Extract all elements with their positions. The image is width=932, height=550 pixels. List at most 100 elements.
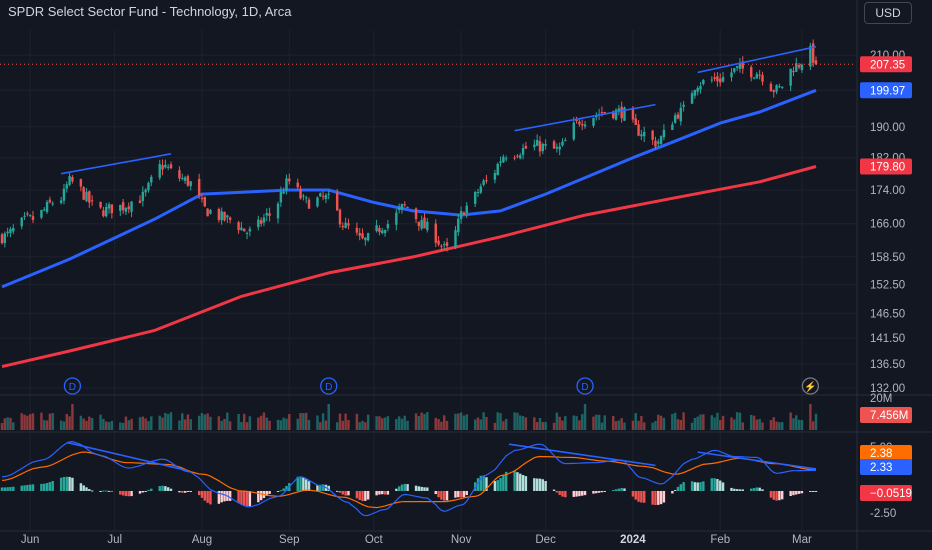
macd-histogram-bar — [769, 490, 773, 498]
volume-bar — [673, 412, 677, 430]
candle-body — [538, 141, 542, 152]
candle-body — [200, 197, 204, 200]
volume-bar — [504, 419, 508, 430]
macd-histogram-bar — [502, 474, 505, 491]
volume-bar — [702, 414, 705, 430]
candle-body — [158, 164, 161, 178]
earnings-flash-marker[interactable]: ⚡ — [801, 377, 820, 395]
macd-histogram-bar — [299, 476, 302, 491]
price-tag-bg — [860, 407, 912, 423]
macd-histogram-bar — [445, 490, 449, 501]
macd-histogram-bar — [789, 490, 792, 497]
volume-bar — [226, 412, 229, 430]
macd-histogram-bar — [3, 487, 7, 491]
volume-bar — [347, 419, 350, 430]
candle-body — [395, 212, 398, 225]
volume-bar — [634, 413, 637, 430]
candle-body — [245, 232, 249, 234]
price-trendline[interactable] — [697, 45, 817, 74]
volume-bar — [51, 413, 54, 430]
trendlines[interactable] — [61, 45, 817, 175]
macd-trendline[interactable] — [508, 443, 656, 467]
dividend-marker[interactable]: D — [63, 377, 82, 395]
volume-bar — [769, 419, 773, 430]
macd-histogram-bar — [671, 490, 674, 494]
volume-bar — [738, 412, 742, 430]
volume-bar — [614, 421, 618, 430]
macd-histogram-bar — [240, 490, 243, 505]
macd-histogram-bar — [426, 487, 429, 491]
macd-histogram-bar — [248, 490, 252, 507]
macd-histogram-bar — [341, 490, 345, 495]
candle-body — [454, 230, 457, 248]
dividend-marker[interactable]: D — [320, 377, 338, 395]
price-trendline[interactable] — [61, 153, 172, 175]
volume-bar — [710, 415, 714, 430]
currency-button[interactable]: USD — [864, 2, 912, 24]
candle-body — [423, 217, 426, 229]
price-tick-label: 136.50 — [870, 359, 905, 371]
macd-histogram-bar — [48, 482, 52, 491]
macd-histogram-bar — [358, 490, 361, 501]
candle-body — [144, 189, 147, 193]
candle-body — [48, 199, 52, 203]
macd-histogram-bar — [395, 488, 398, 491]
macd-histogram-bar — [217, 490, 221, 504]
event-marker-label: D — [325, 382, 332, 393]
macd-histogram-bar — [702, 481, 705, 491]
candle-body — [400, 203, 404, 210]
candle-body — [304, 197, 308, 199]
macd-histogram-bar — [454, 490, 457, 498]
macd-trendline[interactable] — [697, 451, 817, 470]
event-marker-label: D — [69, 382, 76, 393]
macd-histogram-bar — [183, 490, 187, 493]
price-tag-bg — [860, 445, 912, 461]
candle-body — [809, 45, 812, 67]
event-marker-circle — [801, 377, 820, 395]
volume-bar — [237, 413, 240, 430]
macd-histogram-bar — [355, 490, 359, 499]
volume-bars — [0, 404, 818, 430]
candle-body — [127, 206, 130, 210]
dividend-marker[interactable]: D — [576, 377, 594, 395]
volume-bar — [426, 412, 429, 430]
candle-body — [321, 196, 325, 198]
volume-bar — [462, 415, 466, 430]
candle-body — [544, 143, 547, 146]
macd-histogram-bar — [316, 484, 319, 491]
candle-body — [679, 107, 683, 122]
price-axis[interactable]: 210.00190.00182.00174.00166.00158.50152.… — [860, 50, 912, 520]
volume-bar — [485, 417, 488, 430]
volume-bar — [524, 417, 528, 430]
time-axis[interactable]: Jun Jul Aug Sep Oct Nov Dec 2024 Feb Mar — [21, 534, 812, 546]
price-tick-label: 146.50 — [870, 308, 905, 320]
macd-histogram-bar — [499, 478, 502, 491]
event-markers[interactable]: D D D ⚡ — [63, 377, 820, 395]
volume-bar — [316, 415, 319, 430]
macd-histogram-bar — [209, 490, 212, 505]
candle-body — [226, 215, 229, 218]
candle-body — [476, 191, 480, 193]
macd-trendline[interactable] — [66, 441, 189, 472]
candle-body — [0, 234, 4, 244]
macd-histogram-bar — [730, 487, 733, 491]
price-trendline[interactable] — [514, 103, 656, 132]
candle-body — [434, 223, 437, 243]
volume-bar — [217, 416, 221, 430]
macd-histogram-bar — [575, 490, 578, 497]
candle-body — [79, 179, 83, 187]
macd-histogram-bar — [513, 470, 516, 491]
volume-bar — [696, 416, 699, 430]
candle-body — [183, 177, 187, 181]
macd-histogram-bar — [9, 487, 12, 491]
candle-body — [203, 196, 207, 207]
volume-bar — [693, 417, 697, 430]
candle-body — [316, 197, 319, 207]
macd-histogram-bar — [597, 490, 601, 493]
volume-bar — [403, 415, 406, 430]
macd-histogram-bar — [245, 490, 249, 507]
price-tag: 199.97 — [860, 82, 912, 99]
candle-body — [696, 87, 699, 92]
